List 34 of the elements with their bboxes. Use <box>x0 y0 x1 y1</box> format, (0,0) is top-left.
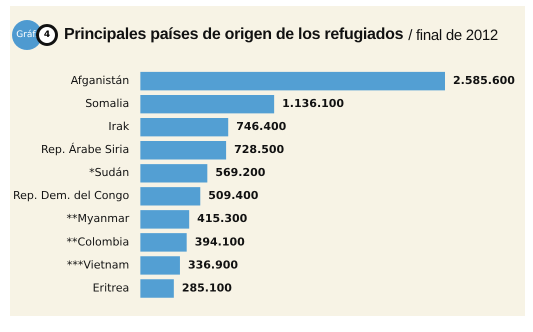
data-label: 336.900 <box>188 258 238 272</box>
data-label: 394.100 <box>194 235 246 248</box>
y-tick-label: Rep. Dem. del Congo <box>12 189 130 202</box>
chart-title: Principales países de origen de los refugiados <box>64 26 404 44</box>
y-tick-label: **Colombia <box>66 235 130 248</box>
data-label: 569.200 <box>215 166 266 180</box>
text: Gráf. <box>12 20 42 50</box>
chart-subtitle: / final de 2012 <box>408 26 498 44</box>
bar <box>140 72 445 90</box>
data-label: 2.585.600 <box>453 74 516 87</box>
data-label: 1.136.100 <box>282 97 344 110</box>
bar <box>140 233 187 252</box>
data-label: 728.500 <box>234 143 285 156</box>
bar <box>140 94 274 114</box>
y-tick-label: ***Vietnam <box>66 258 130 272</box>
bar <box>140 118 228 136</box>
bar <box>140 164 208 182</box>
data-label: 415.300 <box>197 212 248 226</box>
text: 4 <box>36 24 58 46</box>
y-tick-label: Irak <box>108 120 130 134</box>
bar <box>140 256 180 275</box>
y-tick-label: Rep. Árabe Siria <box>40 142 130 156</box>
bar <box>140 279 174 298</box>
y-tick-label: Somalia <box>85 97 130 110</box>
data-label: 746.400 <box>236 120 287 134</box>
bar <box>140 141 226 160</box>
y-tick-label: **Myanmar <box>66 212 130 226</box>
y-tick-label: Eritrea <box>92 281 130 294</box>
bar <box>140 210 190 229</box>
bar <box>140 187 200 206</box>
data-label: 285.100 <box>182 281 232 294</box>
y-tick-label: Afganistán <box>70 74 130 87</box>
data-label: 509.400 <box>208 189 259 202</box>
y-tick-label: *Sudán <box>89 166 130 180</box>
